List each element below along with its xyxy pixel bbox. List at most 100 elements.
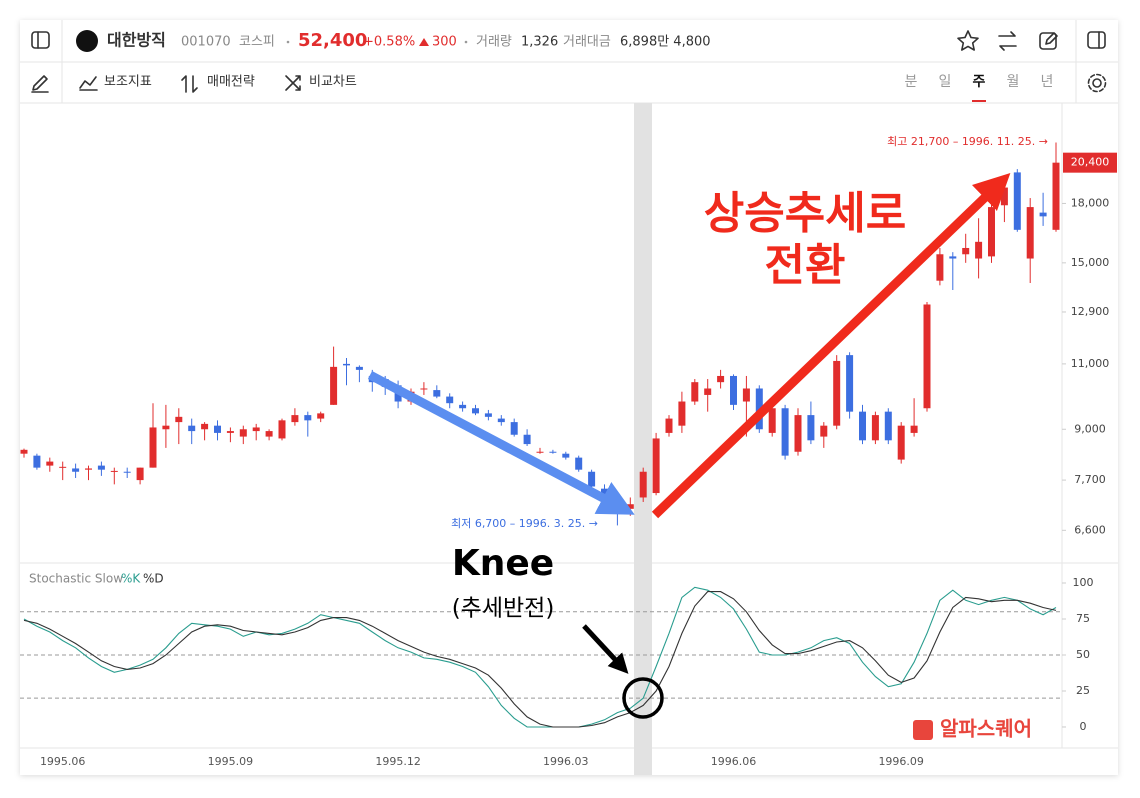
candle-body [459,404,467,409]
candle-body [317,413,325,419]
candle-body [355,366,363,370]
candle-body [291,415,299,423]
candle-body [975,241,983,259]
settings[interactable] [1087,73,1107,93]
candle-body [252,427,260,432]
candle-body [807,415,815,441]
legend-d: %D [143,572,164,586]
y-tick-label: 18,000 [1071,196,1110,209]
candle-body [472,408,479,414]
candle-body [510,422,518,435]
swap[interactable] [998,31,1017,51]
high-marker: 최고 21,700 – 1996. 11. 25. → [887,135,1048,148]
candle-body [214,425,221,433]
down-arrow [367,371,635,515]
up-triangle [419,38,429,46]
candle-body [188,425,196,432]
period[interactable]: 일 [939,74,952,90]
candle-body [652,438,660,494]
candle-body [33,455,41,468]
logo-icon [913,720,933,740]
candle-body [704,388,712,395]
candle-body [1000,187,1008,206]
draw-tool[interactable] [31,75,49,93]
candle-body [820,425,828,437]
candle-body [46,461,54,466]
candle-body [588,471,596,487]
candle-body [420,388,428,390]
candle-body [239,429,247,437]
favorite[interactable] [957,30,979,51]
toolbar-item[interactable]: 매매전략 [207,75,255,90]
candle-body [1052,162,1060,230]
candle-body [433,390,441,397]
candle-body [833,360,841,426]
period[interactable]: 년 [1041,74,1054,90]
price: 52,400 [298,30,367,51]
candle-body [730,375,737,405]
amount-label: 거래대금 [563,35,611,50]
period[interactable]: 주 [973,74,986,90]
candle-body [897,425,905,460]
candle-body [794,415,802,452]
candle-body [201,423,209,430]
candle-body [575,457,583,470]
low-marker: 최저 6,700 – 1996. 3. 25. → [451,517,598,530]
y-tick-label: 25 [1076,684,1090,697]
candle-body [639,471,647,498]
candle-body [781,408,789,456]
annotation: 전환 [765,240,846,291]
y-tick-label: 75 [1076,612,1090,625]
x-tick-label: 1995.06 [40,755,86,768]
change: 300 [432,35,457,50]
candle-body [59,466,67,468]
candle-body [871,415,879,441]
candle-body [446,396,454,404]
candle-body [20,449,28,454]
candle-body [549,451,557,453]
candle-body [149,427,157,468]
candle-body [884,411,892,441]
volume: 1,326 [521,35,558,50]
candle-body [123,471,131,473]
candle-body [523,434,531,445]
stoch-line [23,586,1057,728]
toolbar-item[interactable]: 보조지표 [104,75,152,90]
volume-label: 거래량 [476,35,512,50]
y-tick-label: 6,600 [1074,523,1106,536]
crosshair-band [634,103,652,775]
y-tick-label: 7,700 [1074,473,1106,486]
candle-body [162,425,170,430]
panel-toggle[interactable] [1087,31,1106,49]
y-tick-label: 11,000 [1071,357,1110,370]
y-tick-label: 12,900 [1071,305,1110,318]
knee-circle [622,677,664,719]
candle-body [859,411,866,441]
sidebar-toggle[interactable] [31,31,50,49]
x-tick-label: 1996.06 [711,755,757,768]
market: 코스피 [239,35,275,50]
candle-body [988,207,995,257]
card [20,20,1118,775]
candle-body [136,467,144,481]
period[interactable]: 분 [905,74,918,90]
toolbar-item[interactable]: 비교차트 [309,75,357,90]
x-tick-label: 1996.03 [543,755,589,768]
candle-body [949,256,957,259]
candle-body [562,453,570,458]
candle-body [626,504,634,509]
stock-code: 001070 [181,35,231,50]
y-tick-label: 9,000 [1074,422,1106,435]
candle-body [484,413,492,417]
stock-name: 대한방직 [107,31,166,50]
x-tick-label: 1995.12 [375,755,421,768]
strategy-icon [181,75,198,93]
candle-body [278,420,286,439]
x-tick-label: 1995.09 [208,755,254,768]
compare-icon [285,75,301,91]
candle-body [1026,207,1034,259]
y-tick-label: 50 [1076,648,1090,661]
period[interactable]: 월 [1007,74,1020,90]
edit[interactable] [1039,32,1058,50]
